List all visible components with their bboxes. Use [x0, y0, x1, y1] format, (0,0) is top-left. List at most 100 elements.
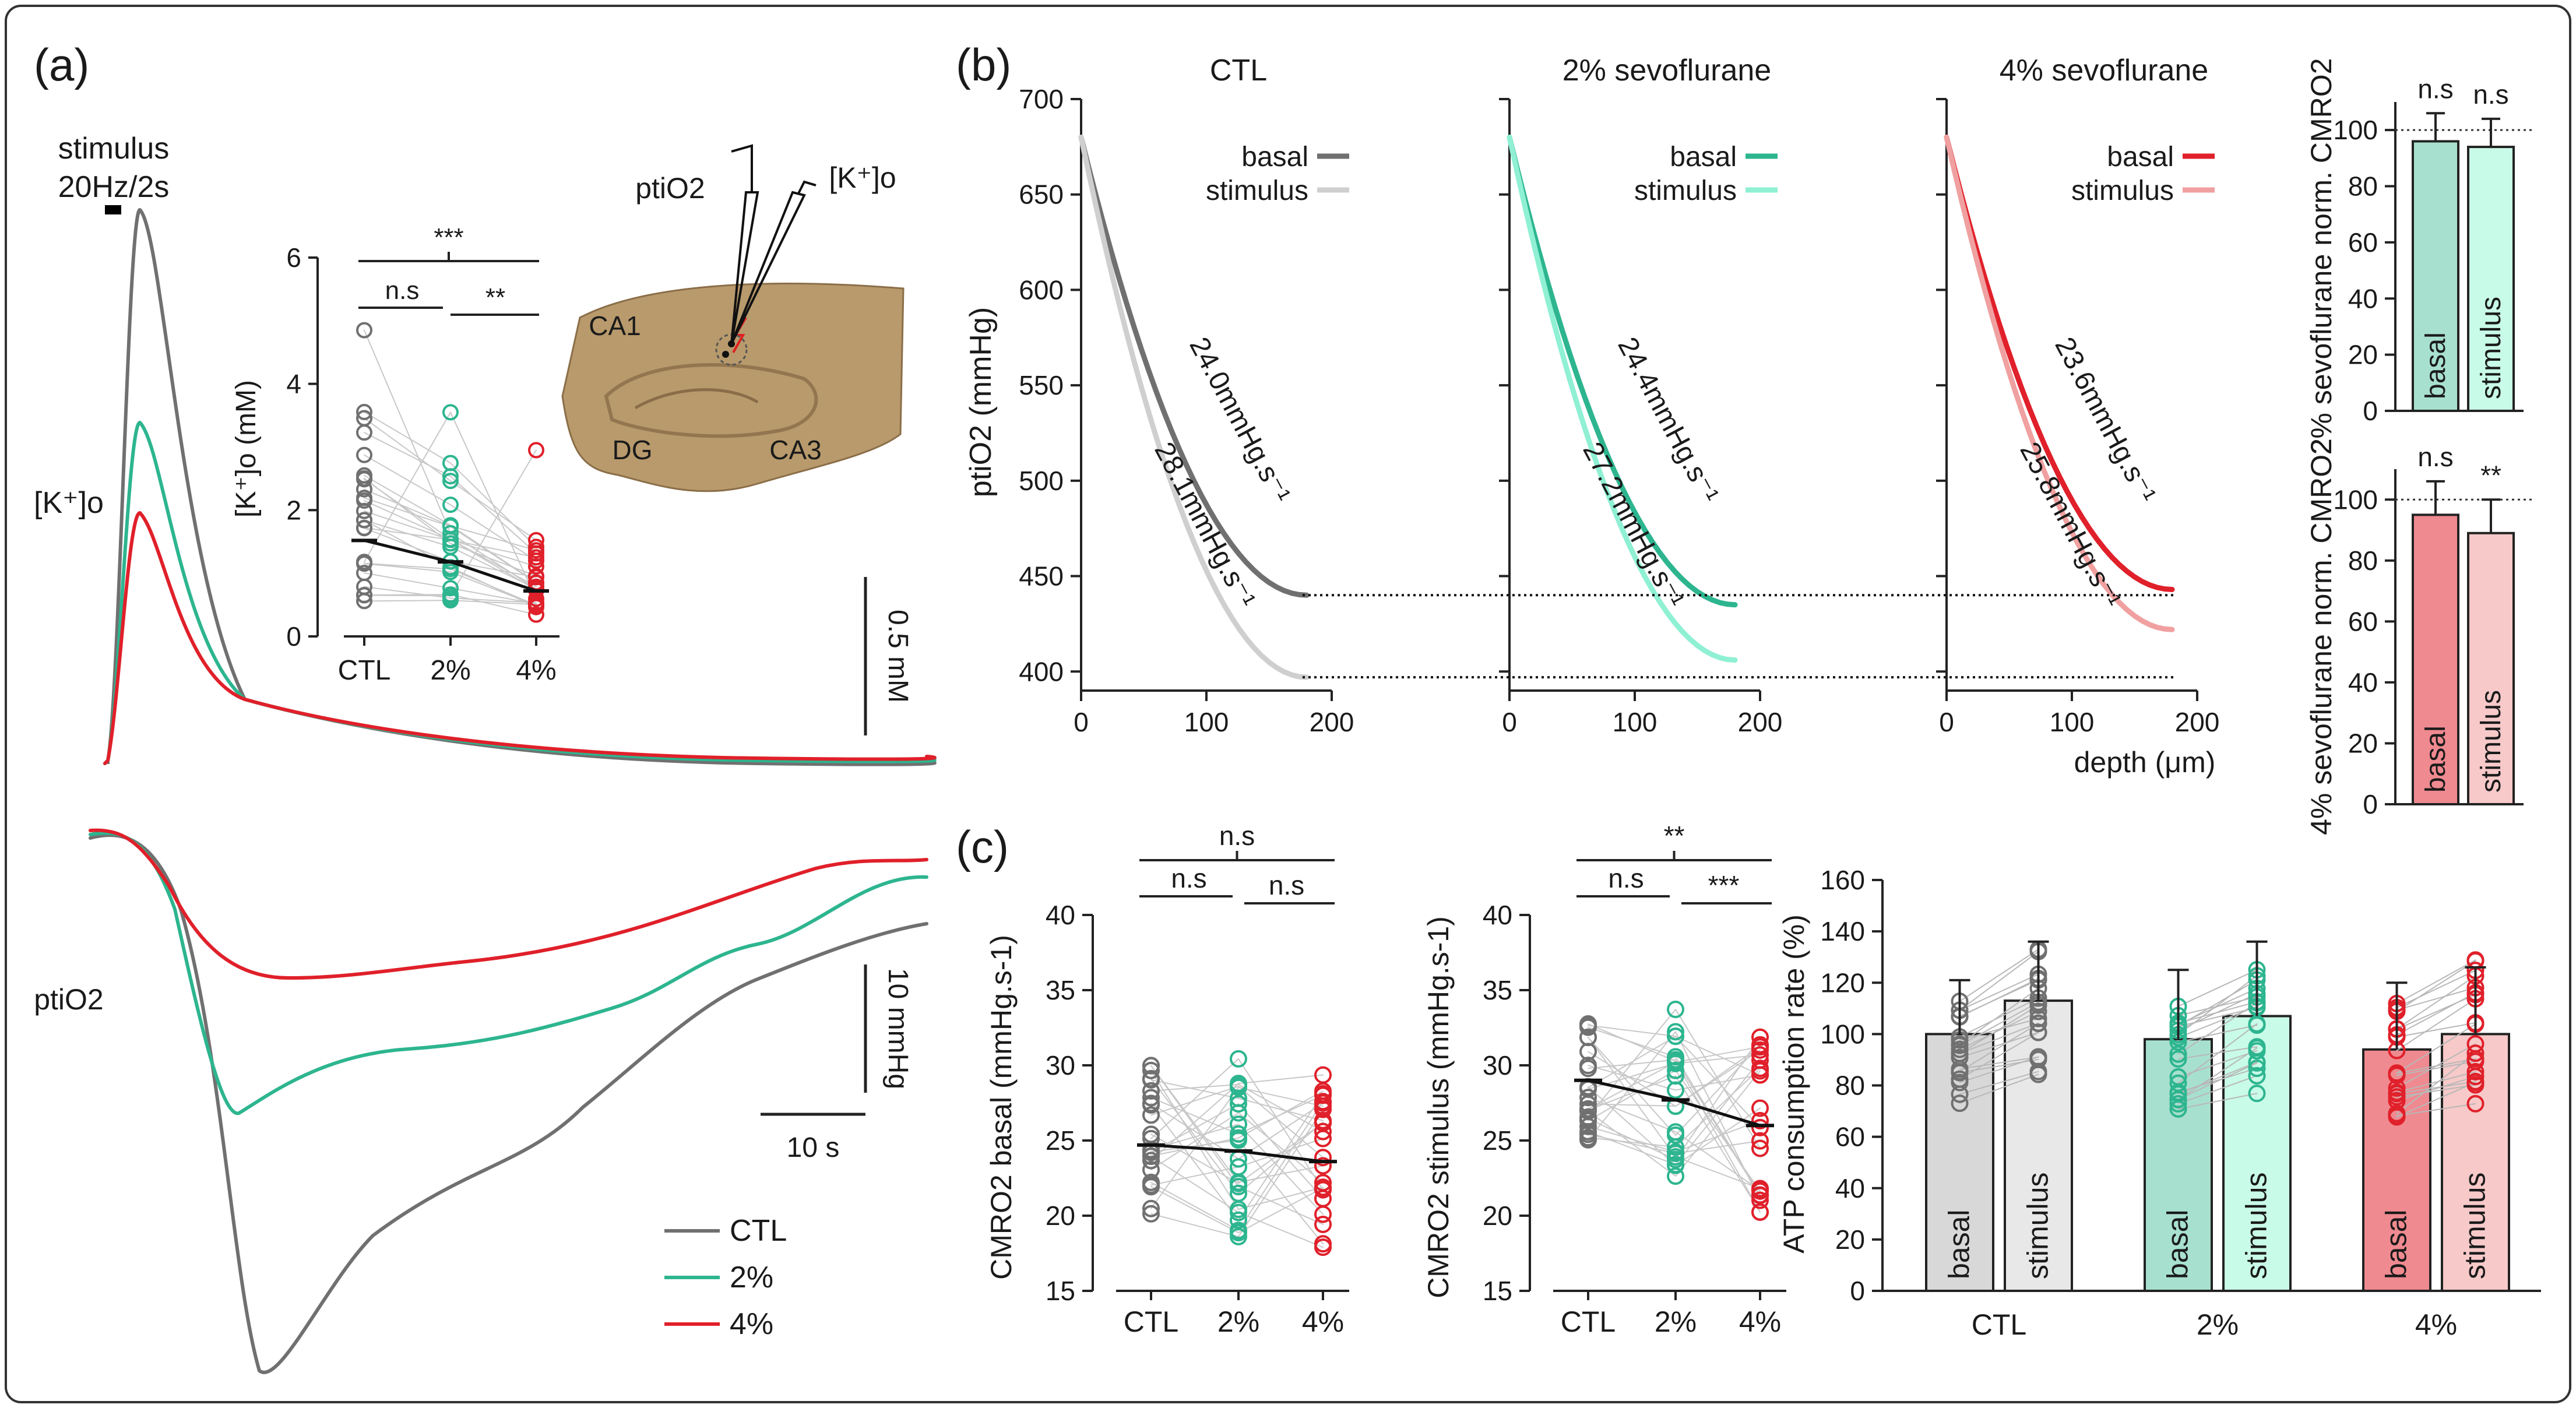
- cmro-point: [1230, 1211, 1247, 1229]
- cmro-point: [1314, 1179, 1332, 1197]
- inset-ytick-label-1: 2: [286, 495, 301, 525]
- norm-ytick-label-1-2: 40: [2348, 667, 2378, 698]
- cmro-ytick-label-0-2: 25: [1046, 1125, 1075, 1156]
- norm-bar-0-0: [2412, 140, 2459, 412]
- atp-pair-line: [2396, 1080, 2476, 1094]
- cmro-point: [1142, 1199, 1160, 1217]
- k-trace-2pct: [103, 421, 937, 765]
- atp-ytick-label-8: 160: [1820, 865, 1865, 895]
- cmro-pair-line: [1588, 1023, 1761, 1213]
- atp-pair-line: [1959, 1004, 2039, 1054]
- cmro-xtick-label-0-2: 4%: [1302, 1305, 1344, 1338]
- inset-point: [442, 404, 459, 421]
- atp-point: [2169, 1050, 2187, 1068]
- k-scale-label: 0.5 mM: [882, 610, 913, 703]
- inset-ytick-label-3: 6: [286, 242, 301, 273]
- inset-point: [356, 322, 372, 339]
- cmro-point: [1142, 1089, 1160, 1107]
- inset-point: [356, 446, 372, 463]
- atp-point: [1951, 1044, 1969, 1062]
- atp-pair-line: [2177, 969, 2258, 1007]
- inset-point: [442, 468, 459, 485]
- k-trace-4pct: [103, 511, 937, 765]
- inset-pair-line: [364, 477, 537, 577]
- cmro-point: [1142, 1205, 1160, 1223]
- norm-sig-0-0: n.s: [2417, 73, 2453, 104]
- legend-label-0: CTL: [730, 1214, 787, 1248]
- atp-pair-line: [2177, 1023, 2258, 1084]
- atp-point: [2466, 1094, 2484, 1113]
- inset-pair-line: [364, 411, 537, 548]
- norm-bar-1-0: [2412, 513, 2459, 806]
- cmro-point: [1579, 1018, 1597, 1036]
- inset-pair-line: [364, 432, 537, 554]
- brain-slice-photo: [561, 144, 905, 492]
- cmro-point: [1579, 1110, 1597, 1128]
- cmro-point: [1751, 1118, 1769, 1136]
- b-xtick-label-1-1: 100: [1613, 707, 1657, 737]
- cmro-point: [1579, 1117, 1597, 1135]
- cmro-sig-right-1: ***: [1708, 870, 1740, 900]
- atp-ytick-label-6: 120: [1820, 967, 1865, 998]
- atp-pair-line: [1959, 949, 2039, 1002]
- brain-slice-tissue: [561, 283, 905, 492]
- cmro-point: [1751, 1111, 1769, 1129]
- atp-pair-line: [1959, 1071, 2039, 1095]
- norm-bar-0-1: [2467, 146, 2515, 412]
- cmro-point: [1667, 1150, 1684, 1168]
- cmro-point: [1230, 1184, 1247, 1202]
- cmro-point: [1751, 1036, 1769, 1054]
- atp-point: [2248, 1066, 2266, 1085]
- inset-xtick-label-1: 2%: [430, 655, 470, 686]
- atp-pair-line: [1959, 1073, 2039, 1104]
- b-ytick-label-5: 650: [1019, 179, 1064, 210]
- b-basal-rate-1: 24.4mmHg.s⁻¹: [1611, 332, 1725, 508]
- cmro-point: [1230, 1089, 1247, 1107]
- atp-pair-line: [1959, 951, 2039, 1011]
- inset-point: [356, 403, 372, 420]
- cmro-point: [1142, 1061, 1160, 1079]
- atp-pair-line: [2396, 1043, 2476, 1089]
- cmro-xtick-label-0-0: CTL: [1124, 1305, 1178, 1338]
- cmro-ylabel-1: CMRO2 stimulus (mmHg.s-1): [1422, 916, 1455, 1298]
- cmro-pair-line: [1588, 1031, 1761, 1201]
- b-legend-basal-1: basal: [1670, 142, 1737, 173]
- cmro-point: [1230, 1129, 1247, 1147]
- cmro-point: [1314, 1122, 1332, 1141]
- cmro-xtick-label-1-1: 2%: [1655, 1305, 1697, 1338]
- atp-bar-1-0: [2144, 1038, 2213, 1292]
- region-ca3: CA3: [769, 435, 821, 465]
- norm-ytick-label-1-3: 60: [2348, 606, 2378, 636]
- cmro-pair-line: [1150, 1065, 1324, 1183]
- b-curve-basal-1: [1507, 135, 1738, 608]
- b-xtick-label-1-2: 200: [1738, 707, 1783, 737]
- b-stim-rate-2: 25.8mmHg.s⁻¹: [2014, 437, 2127, 613]
- atp-pair-line: [2396, 1082, 2476, 1118]
- inset-ylabel: [K⁺]o (mM): [231, 380, 262, 518]
- cmro-point: [1142, 1106, 1160, 1124]
- cmro-point: [1667, 1126, 1684, 1144]
- atp-pair-line: [1959, 997, 2039, 1038]
- b-ylabel: ptiO2 (mmHg): [964, 307, 998, 497]
- atp-pair-line: [2396, 1023, 2476, 1074]
- cmro-point: [1314, 1149, 1332, 1167]
- cmro-point: [1667, 1054, 1684, 1072]
- inset-sig-right: **: [485, 283, 505, 312]
- cmro-point: [1751, 1139, 1769, 1157]
- atp-ytick-label-4: 80: [1835, 1071, 1865, 1101]
- cmro-point: [1751, 1028, 1769, 1046]
- k-trace-label: [K⁺]o: [34, 486, 104, 520]
- norm-bar-1-1: [2467, 531, 2515, 805]
- atp-ylabel: ATP consumption rate (%): [1778, 914, 1810, 1254]
- cmro-xtick-label-1-0: CTL: [1561, 1305, 1616, 1338]
- cmro-point: [1579, 1131, 1597, 1149]
- atp-pair-line: [1959, 973, 2039, 1011]
- inset-point: [528, 531, 544, 548]
- cmro-point: [1142, 1147, 1160, 1165]
- b-curve-stim-0: [1078, 135, 1310, 680]
- atp-pair-line: [2177, 1093, 2258, 1110]
- b-curve-stim-1: [1507, 135, 1738, 663]
- atp-ytick-label-5: 100: [1820, 1019, 1865, 1049]
- inset-pair-line: [364, 411, 537, 600]
- b-stim-rate-0: 28.1mmHg.s⁻¹: [1148, 437, 1261, 613]
